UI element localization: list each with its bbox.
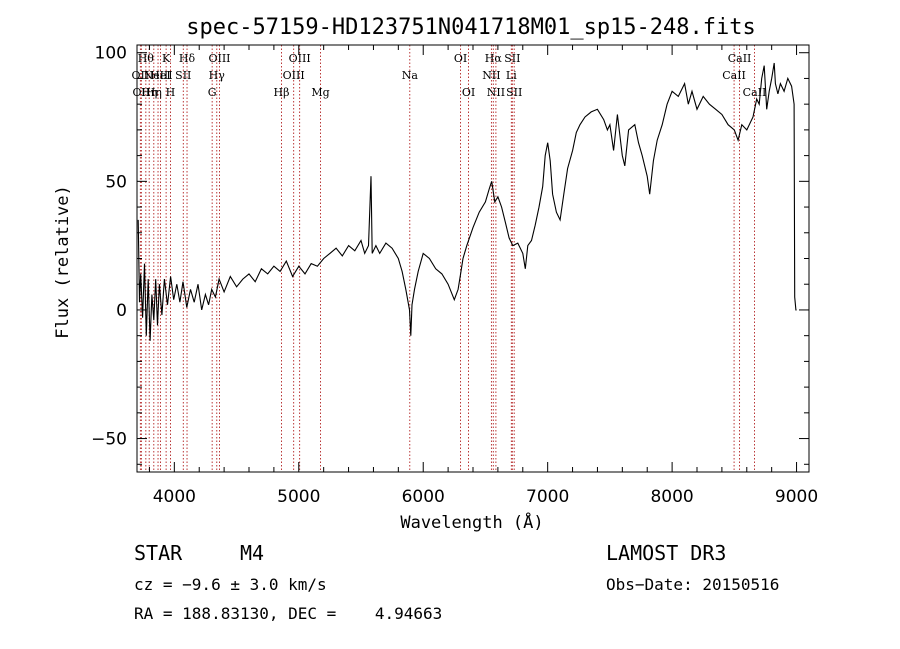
emission-line-labels: OIIOIIHθHηHηNeIIIHeIKHSIIHδGHγOIIIHβOIII…: [132, 52, 767, 99]
line-marker-label: NII: [482, 69, 500, 82]
x-tick-label: 4000: [153, 487, 196, 507]
line-marker-label: Na: [402, 69, 419, 82]
object-class: STAR: [134, 541, 183, 565]
line-marker-label: K: [162, 52, 171, 65]
line-marker-label: OI: [462, 86, 475, 99]
coordinates: RA = 188.83130, DEC = 4.94663: [134, 604, 443, 623]
spectrum-line: [137, 62, 797, 341]
y-tick-label: 100: [95, 44, 127, 64]
redshift-velocity: cz = −9.6 ± 3.0 km/s: [134, 575, 327, 594]
x-tick-label: 6000: [402, 487, 445, 507]
line-marker-label: Hβ: [274, 86, 290, 99]
line-marker-label: OI: [454, 52, 467, 65]
emission-line-markers: [139, 45, 755, 472]
line-marker-label: Hδ: [179, 52, 196, 65]
line-marker-label: SII: [175, 69, 191, 82]
line-marker-label: CaII: [728, 52, 752, 65]
line-marker-label: Mg: [311, 86, 329, 99]
line-marker-label: CaII: [743, 86, 767, 99]
y-tick-label: 50: [105, 172, 127, 192]
plot-frame: [136, 44, 810, 473]
x-axis: 4000 5000 6000 7000 8000 9000: [148, 45, 818, 507]
line-marker-label: SII: [506, 86, 522, 99]
observation-date: Obs−Date: 20150516: [606, 575, 780, 594]
line-marker-label: H: [166, 86, 176, 99]
y-tick-label: 0: [116, 301, 127, 321]
line-marker-label: NII: [487, 86, 505, 99]
x-tick-label: 7000: [526, 487, 569, 507]
line-marker-label: Li: [506, 69, 517, 82]
y-axis-label: Flux (relative): [53, 185, 73, 339]
spectral-subclass: M4: [240, 541, 265, 565]
survey-name: LAMOST DR3: [606, 541, 727, 565]
line-marker-label: Hγ: [209, 69, 226, 82]
line-marker-label: SII: [504, 52, 520, 65]
line-marker-label: OII: [132, 69, 150, 82]
line-marker-label: G: [208, 86, 217, 99]
line-marker-label: OIII: [208, 52, 230, 65]
x-tick-label: 8000: [650, 487, 693, 507]
line-marker-label: Hα: [485, 52, 503, 65]
line-marker-label: OIII: [283, 69, 305, 82]
y-tick-label: −50: [91, 430, 127, 450]
line-marker-label: Hη: [146, 86, 162, 99]
chart-title: spec-57159-HD123751N041718M01_sp15-248.f…: [186, 15, 756, 40]
line-marker-label: Hθ: [138, 52, 155, 65]
line-marker-label: HeI: [150, 69, 170, 82]
x-tick-label: 9000: [775, 487, 818, 507]
y-axis: −50 0 50 100: [91, 44, 809, 465]
line-marker-label: CaII: [722, 69, 746, 82]
line-marker-label: NeIII: [143, 69, 172, 82]
x-axis-label: Wavelength (Å): [400, 511, 543, 533]
line-marker-label: OIII: [289, 52, 311, 65]
x-tick-label: 5000: [277, 487, 320, 507]
line-marker-label: Hη: [141, 86, 157, 99]
